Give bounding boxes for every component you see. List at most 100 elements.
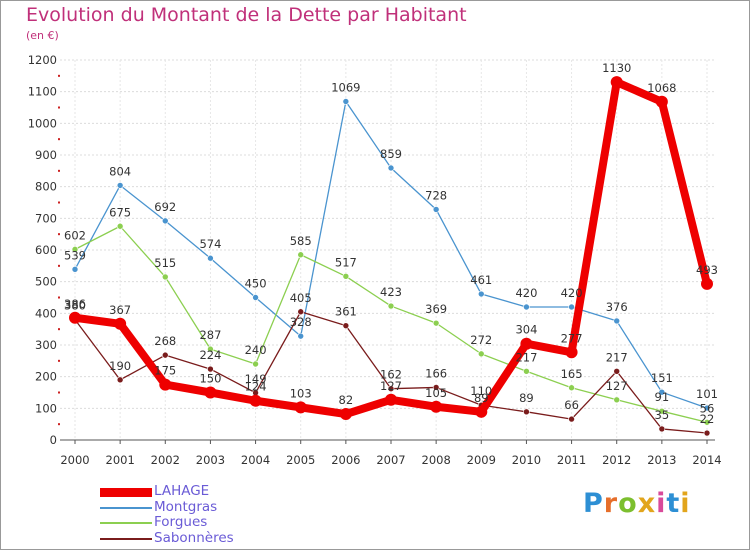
data-point bbox=[71, 266, 79, 273]
y-tick-label: 300 bbox=[35, 338, 57, 352]
data-label: 190 bbox=[109, 359, 131, 373]
y-tick-label: 0 bbox=[50, 433, 57, 447]
legend-label: Montgras bbox=[154, 498, 218, 515]
x-tick-label: 2001 bbox=[106, 453, 135, 467]
data-label: 585 bbox=[290, 234, 312, 248]
x-tick-label: 2009 bbox=[467, 453, 496, 467]
data-label: 420 bbox=[515, 286, 537, 300]
data-point bbox=[342, 98, 350, 105]
data-label: 66 bbox=[564, 398, 579, 412]
legend-swatch bbox=[100, 522, 152, 524]
y-tick-label: 200 bbox=[35, 370, 57, 384]
data-label: 692 bbox=[154, 200, 176, 214]
data-label: 376 bbox=[606, 300, 628, 314]
data-point bbox=[703, 404, 711, 412]
logo-letter: P bbox=[583, 488, 604, 519]
data-point bbox=[339, 408, 352, 421]
data-label: 91 bbox=[655, 390, 670, 404]
data-label: 89 bbox=[474, 391, 489, 405]
data-point bbox=[249, 394, 262, 407]
y-minor-tick bbox=[58, 264, 60, 267]
x-tick-label: 2013 bbox=[647, 453, 676, 467]
legend-swatch bbox=[100, 537, 152, 540]
y-minor-tick bbox=[58, 423, 60, 426]
data-point bbox=[432, 206, 440, 213]
data-point bbox=[116, 222, 124, 230]
legend-label: Forgues bbox=[154, 514, 208, 530]
legend-label: Sabonnères bbox=[154, 529, 234, 546]
data-point bbox=[520, 337, 533, 350]
data-point bbox=[297, 332, 305, 340]
y-tick-label: 1000 bbox=[28, 116, 57, 130]
data-label: 386 bbox=[64, 297, 86, 311]
data-label: 240 bbox=[245, 343, 267, 357]
data-label: 56 bbox=[700, 401, 715, 415]
data-label: 328 bbox=[290, 315, 312, 329]
data-label: 420 bbox=[561, 286, 583, 300]
logo-letter: r bbox=[603, 488, 619, 519]
data-label: 105 bbox=[425, 386, 447, 400]
data-point bbox=[116, 182, 124, 189]
series-forgues bbox=[71, 222, 711, 426]
data-label: 517 bbox=[335, 255, 357, 269]
legend-label: LAHAGE bbox=[154, 483, 210, 499]
logo-letter: x bbox=[637, 488, 657, 519]
y-tick-label: 500 bbox=[35, 275, 57, 289]
data-point bbox=[342, 272, 350, 280]
y-minor-tick bbox=[58, 106, 60, 109]
data-label: 124 bbox=[245, 380, 267, 394]
data-point bbox=[294, 401, 307, 414]
data-point bbox=[387, 302, 395, 310]
data-point bbox=[204, 386, 217, 399]
x-tick-label: 2003 bbox=[196, 453, 225, 467]
data-point bbox=[297, 251, 305, 259]
data-point bbox=[475, 405, 488, 418]
data-point bbox=[252, 294, 259, 301]
data-point bbox=[385, 393, 397, 406]
y-tick-label: 700 bbox=[35, 211, 57, 225]
data-label: 461 bbox=[470, 273, 492, 287]
y-minor-tick bbox=[58, 359, 60, 362]
data-point bbox=[568, 415, 575, 423]
data-label: 574 bbox=[199, 237, 221, 251]
y-tick-label: 1100 bbox=[28, 85, 57, 99]
y-minor-tick bbox=[58, 138, 60, 141]
x-tick-label: 2002 bbox=[151, 453, 180, 467]
data-label: 268 bbox=[154, 334, 176, 348]
data-point bbox=[613, 317, 621, 325]
y-minor-tick bbox=[58, 233, 60, 236]
data-point bbox=[568, 303, 575, 311]
y-tick-label: 600 bbox=[35, 243, 57, 257]
x-tick-label: 2010 bbox=[512, 453, 541, 467]
data-point bbox=[565, 346, 578, 359]
y-minor-tick bbox=[58, 296, 60, 299]
data-label: 82 bbox=[339, 393, 354, 407]
data-point bbox=[387, 385, 395, 393]
data-label: 602 bbox=[64, 228, 86, 242]
data-point bbox=[703, 418, 711, 426]
data-point bbox=[432, 319, 440, 327]
y-minor-tick bbox=[58, 74, 60, 77]
x-tick-label: 2007 bbox=[376, 453, 405, 467]
data-point bbox=[432, 384, 440, 391]
data-label: 450 bbox=[245, 277, 267, 291]
proxiti-logo: Proxiti bbox=[583, 488, 691, 519]
x-tick-label: 2012 bbox=[602, 453, 631, 467]
data-label: 165 bbox=[561, 367, 583, 381]
data-label: 728 bbox=[425, 188, 447, 202]
y-tick-label: 900 bbox=[35, 148, 57, 162]
data-point bbox=[655, 95, 668, 108]
data-label: 149 bbox=[245, 372, 267, 386]
data-point bbox=[613, 396, 621, 404]
data-point bbox=[477, 350, 485, 358]
data-point bbox=[69, 311, 81, 324]
data-label: 127 bbox=[380, 379, 402, 393]
data-point bbox=[161, 217, 169, 225]
x-tick-label: 2006 bbox=[331, 453, 360, 467]
data-point bbox=[116, 376, 124, 384]
logo-letter: t bbox=[666, 488, 681, 519]
data-point bbox=[297, 308, 305, 316]
data-label: 675 bbox=[109, 205, 131, 219]
data-point bbox=[207, 254, 214, 262]
